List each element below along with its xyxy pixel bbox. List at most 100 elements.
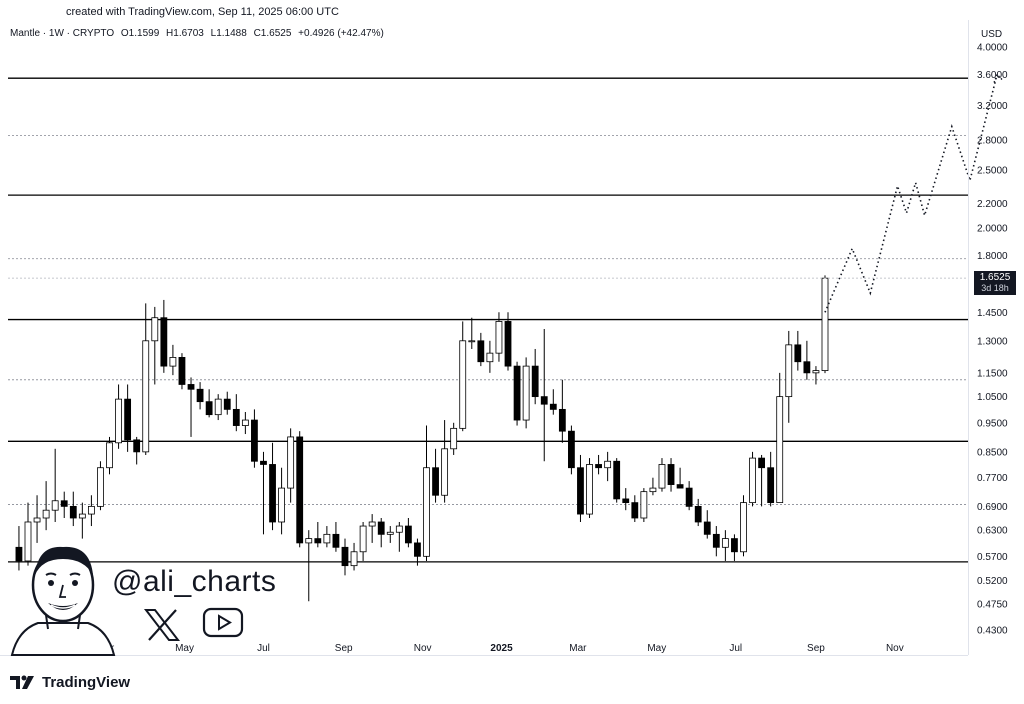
price-tick-label: 1.3000: [977, 336, 1008, 347]
candle-body: [423, 467, 430, 557]
candle-body: [278, 487, 285, 523]
candle-body: [305, 538, 313, 544]
created-caption: created with TradingView.com, Sep 11, 20…: [66, 6, 339, 18]
candle-body: [223, 398, 231, 410]
candle: [468, 317, 476, 349]
price-tick-label: 0.4300: [977, 626, 1008, 637]
price-tick-label: 1.1500: [977, 368, 1008, 379]
price-tick-label: 4.0000: [977, 43, 1008, 54]
candle: [613, 458, 621, 503]
candle-body: [296, 436, 304, 544]
candle-body: [87, 505, 95, 515]
currency-label[interactable]: USD: [981, 29, 1003, 40]
candle: [133, 436, 141, 465]
candle: [395, 521, 403, 552]
candle: [432, 448, 439, 503]
x-logo-icon[interactable]: [143, 609, 181, 641]
candle: [314, 521, 322, 548]
low-value: L1.1488: [210, 28, 247, 39]
candle-body: [241, 419, 249, 426]
candle-body: [377, 521, 385, 535]
price-tick-label: 0.7700: [977, 473, 1008, 484]
candle: [359, 521, 367, 561]
candle-body: [160, 317, 168, 367]
candle-body: [269, 464, 276, 523]
candle: [549, 389, 557, 415]
candle-body: [450, 427, 458, 450]
candle-body: [205, 401, 213, 416]
candle: [341, 538, 349, 576]
open-value: O1.1599: [120, 28, 160, 39]
candle: [794, 330, 802, 371]
candle-body: [531, 365, 539, 398]
price-tick-label: 1.0500: [977, 392, 1008, 403]
high-value: H1.6703: [166, 28, 204, 39]
youtube-icon[interactable]: [202, 607, 244, 638]
candle: [187, 377, 195, 437]
price-tick-label: 0.5200: [977, 576, 1008, 587]
price-tick-label: 3.2000: [977, 101, 1008, 112]
candle: [577, 454, 584, 522]
candle-body: [558, 408, 566, 432]
candle-body: [631, 502, 639, 519]
candle-body: [359, 525, 367, 553]
candle: [694, 498, 702, 527]
close-value: C1.6525: [253, 28, 292, 39]
candle-body: [595, 464, 602, 469]
candle: [232, 394, 240, 432]
candle-body: [115, 398, 122, 444]
candle: [604, 451, 612, 482]
candle: [721, 530, 729, 561]
candle: [459, 321, 467, 432]
candle: [658, 458, 666, 492]
candle-body: [287, 436, 295, 489]
candle-body: [486, 352, 494, 363]
candle-body: [251, 419, 258, 462]
candle: [486, 340, 494, 373]
candle: [731, 534, 738, 561]
candle: [758, 454, 766, 507]
candle: [522, 357, 530, 429]
candle-body: [97, 467, 104, 507]
time-tick-label: Sep: [807, 643, 825, 654]
candle: [676, 467, 684, 489]
candle: [78, 502, 86, 539]
price-tick-label: 0.4750: [977, 599, 1008, 610]
candle-body: [785, 344, 793, 398]
candle: [441, 420, 449, 503]
candle: [24, 502, 32, 566]
candle-body: [568, 430, 575, 469]
candle-body: [24, 521, 32, 562]
candle: [87, 495, 95, 527]
candle: [260, 451, 267, 535]
watermark-handle: @ali_charts: [112, 565, 277, 598]
candle: [821, 275, 829, 374]
candle-body: [803, 361, 811, 374]
price-tick-label: 0.8500: [977, 447, 1008, 458]
tradingview-brand[interactable]: TradingView: [10, 672, 130, 692]
candle-body: [386, 531, 394, 535]
candle: [404, 518, 412, 548]
candle: [115, 384, 122, 449]
candle-body: [332, 533, 340, 548]
candle: [106, 436, 113, 475]
time-tick-label: Sep: [335, 643, 353, 654]
candle: [323, 526, 331, 548]
price-tick-label: 0.6900: [977, 502, 1008, 513]
candle-body: [613, 460, 621, 500]
candle: [495, 312, 503, 362]
candle: [269, 442, 276, 531]
horizontal-levels: [8, 77, 968, 563]
change-value: +0.4926 (+42.47%): [298, 28, 384, 39]
candle: [531, 348, 539, 405]
candle: [803, 340, 811, 380]
candle: [586, 458, 593, 519]
candle-body: [368, 521, 376, 527]
symbol-label[interactable]: Mantle · 1W · CRYPTO: [10, 28, 115, 39]
candle-body: [441, 448, 449, 496]
candle: [685, 481, 693, 511]
candle: [667, 458, 675, 492]
ohlc-legend: Mantle · 1W · CRYPTO O1.1599 H1.6703 L1.…: [10, 28, 388, 39]
